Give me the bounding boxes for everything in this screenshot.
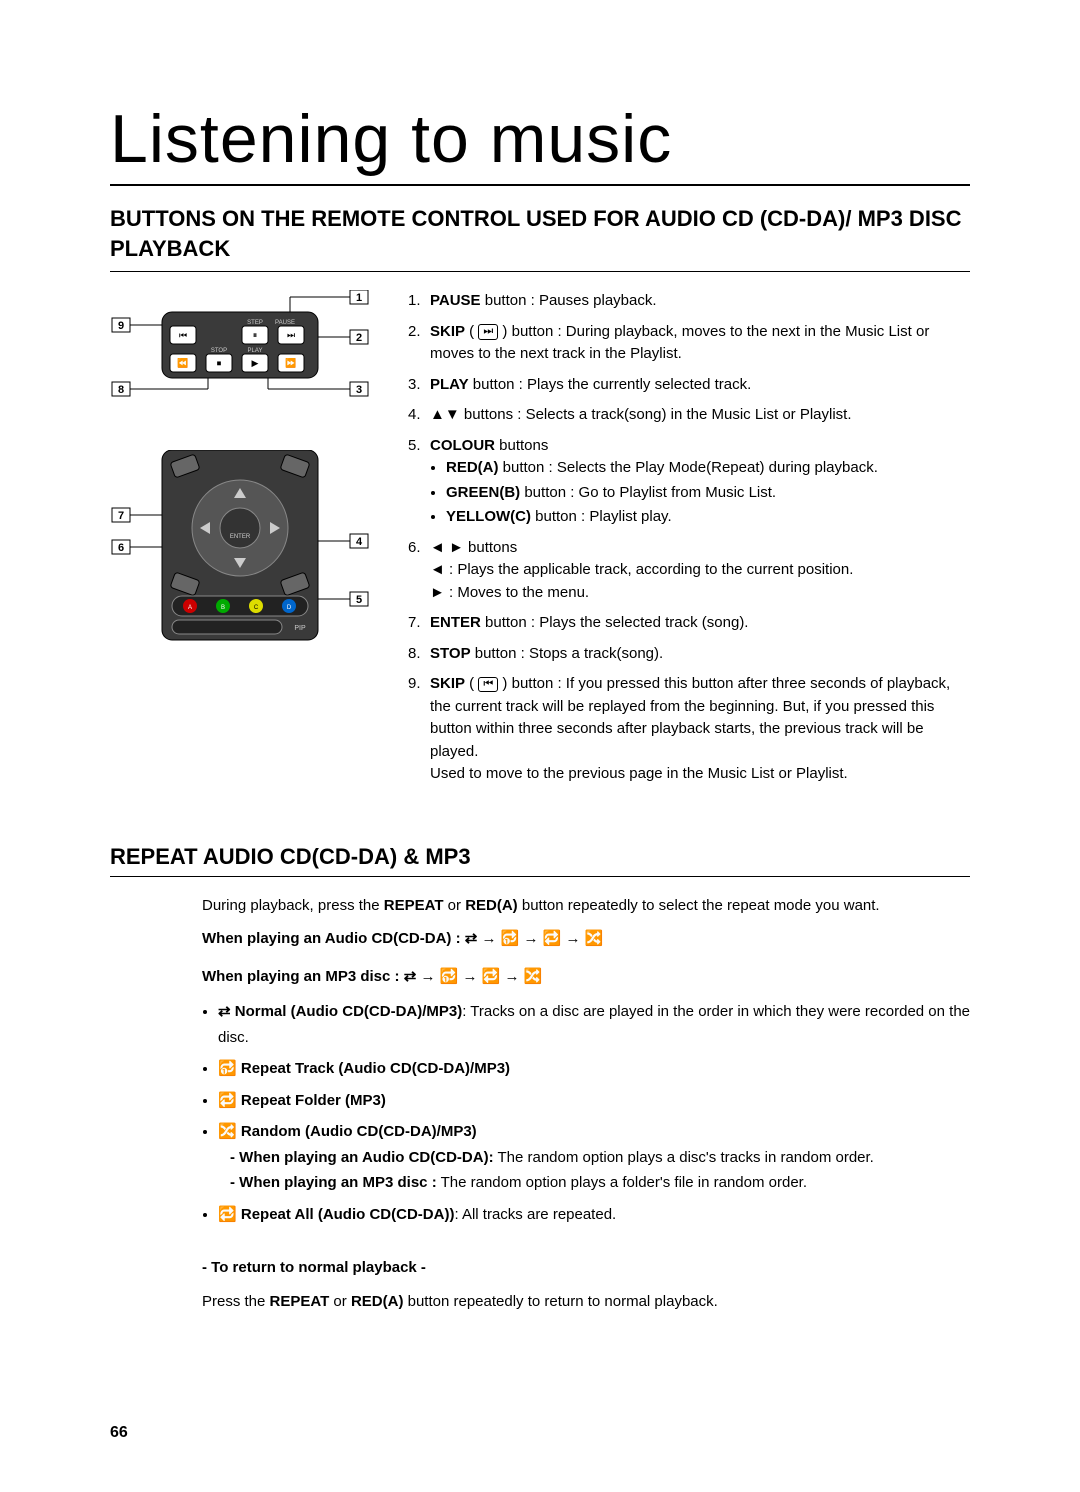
skip-fwd-icon: ⏭ [478,324,498,339]
mode-repeat-all: 🔁 Repeat All (Audio CD(CD-DA)): All trac… [218,1202,970,1228]
section1-content: 1 9 2 8 3 STEP PAUSE [110,290,970,794]
remote-diagram: 1 9 2 8 3 STEP PAUSE [110,290,370,794]
button-descriptions: 1.PAUSE button : Pauses playback. 2.SKIP… [408,290,970,794]
svg-text:⏪: ⏪ [177,357,188,368]
page-number: 66 [110,1424,128,1442]
svg-text:⏸: ⏸ [253,330,258,340]
desc-1: 1.PAUSE button : Pauses playback. [408,290,970,313]
svg-text:▶: ▶ [252,358,259,368]
callout-4: 4 [356,536,363,548]
desc-7: 7.ENTER button : Plays the selected trac… [408,612,970,635]
section2-heading: REPEAT AUDIO CD(CD-DA) & MP3 [110,844,970,877]
desc-3: 3.PLAY button : Plays the currently sele… [408,374,970,397]
svg-text:C: C [254,605,259,611]
mode-repeat-folder: 🔁 Repeat Folder (MP3) [218,1088,970,1114]
mode-list: ⇄ Normal (Audio CD(CD-DA)/MP3): Tracks o… [218,999,970,1227]
svg-text:⏭: ⏭ [287,330,295,340]
callout-1: 1 [356,292,362,304]
mp3-sequence: When playing an MP3 disc : ⇄ → 🔂 → 🔁 → 🔀 [202,964,970,990]
page-title: Listening to music [110,100,970,186]
svg-text:D: D [287,605,292,611]
svg-text:⏹: ⏹ [217,358,222,368]
callout-8: 8 [118,384,124,396]
mode-random: 🔀 Random (Audio CD(CD-DA)/MP3) - When pl… [218,1119,970,1196]
svg-text:⏩: ⏩ [285,357,296,368]
desc-5: 5.COLOUR buttons RED(A) button : Selects… [408,435,970,529]
desc-6: 6.◄ ► buttons ◄ : Plays the applicable t… [408,537,970,605]
remote-top-svg: 1 9 2 8 3 STEP PAUSE [110,290,370,430]
callout-2: 2 [356,332,362,344]
svg-text:PAUSE: PAUSE [275,320,295,326]
callout-7: 7 [118,510,124,522]
return-text: Press the REPEAT or RED(A) button repeat… [202,1289,970,1315]
svg-text:A: A [188,605,192,611]
svg-text:PIP: PIP [294,625,306,632]
svg-text:⏮: ⏮ [179,330,187,340]
mode-normal: ⇄ Normal (Audio CD(CD-DA)/MP3): Tracks o… [218,999,970,1050]
return-heading: - To return to normal playback - [202,1255,970,1281]
remote-bottom-svg: 7 6 4 5 ENTER [110,450,370,650]
svg-text:ENTER: ENTER [230,534,251,540]
desc-4: 4.▲▼ buttons : Selects a track(song) in … [408,404,970,427]
callout-6: 6 [118,542,124,554]
skip-back-icon: ⏮ [478,677,498,692]
svg-text:B: B [221,605,225,611]
svg-text:PLAY: PLAY [248,348,263,354]
section2-content: During playback, press the REPEAT or RED… [110,893,970,1315]
section1-heading: BUTTONS ON THE REMOTE CONTROL USED FOR A… [110,204,970,272]
mode-repeat-track: 🔂 Repeat Track (Audio CD(CD-DA)/MP3) [218,1056,970,1082]
callout-5: 5 [356,594,362,606]
cd-sequence: When playing an Audio CD(CD-DA) : ⇄ → 🔂 … [202,926,970,952]
callout-3: 3 [356,384,362,396]
desc-2: 2.SKIP ( ⏭ ) button : During playback, m… [408,321,970,366]
svg-text:STEP: STEP [247,320,263,326]
callout-9: 9 [118,320,124,332]
svg-text:STOP: STOP [211,348,227,354]
desc-9: 9.SKIP ( ⏮ ) button : If you pressed thi… [408,673,970,786]
desc-8: 8.STOP button : Stops a track(song). [408,643,970,666]
intro-line: During playback, press the REPEAT or RED… [202,893,970,919]
